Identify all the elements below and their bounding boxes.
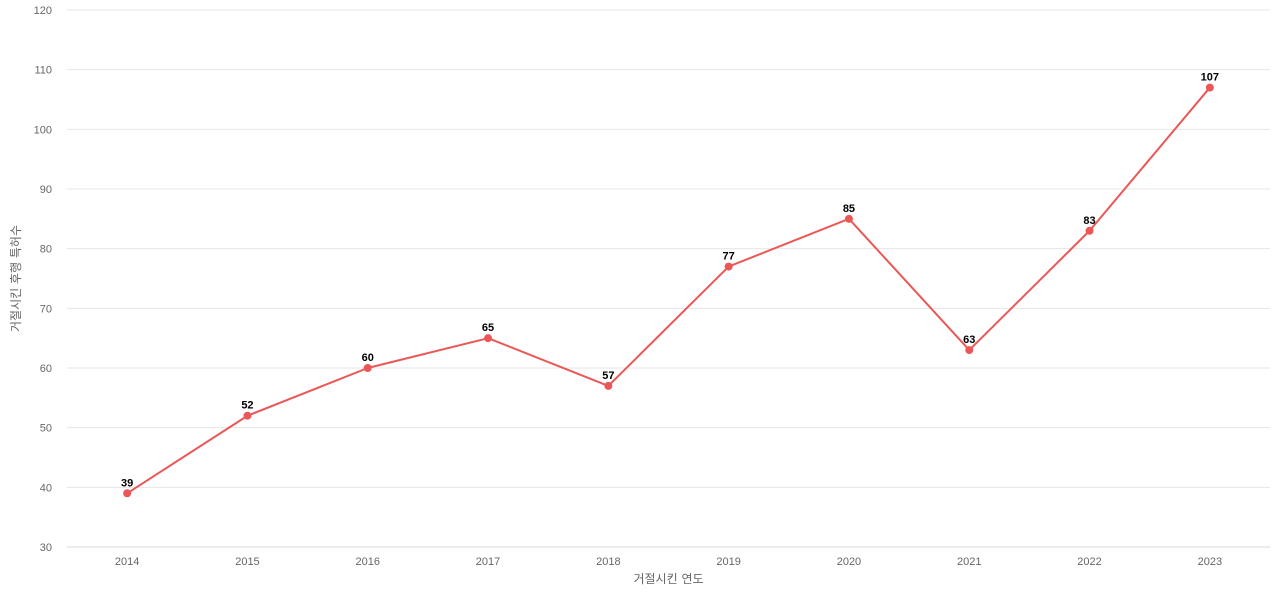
- y-tick-label: 70: [40, 303, 52, 315]
- x-tick-label: 2018: [596, 556, 620, 568]
- data-label: 60: [362, 352, 374, 364]
- data-label: 52: [241, 400, 253, 412]
- x-tick-label: 2017: [476, 556, 500, 568]
- y-tick-label: 30: [40, 542, 52, 554]
- y-tick-label: 110: [34, 65, 52, 77]
- x-tick-label: 2020: [837, 556, 861, 568]
- data-point[interactable]: [363, 364, 372, 372]
- data-point[interactable]: [844, 214, 853, 223]
- data-label: 83: [1083, 215, 1095, 227]
- series-line: [126, 86, 1211, 495]
- x-axis-title: 거절시킨 연도: [633, 572, 703, 586]
- data-label: 77: [723, 251, 735, 263]
- data-label: 63: [963, 334, 975, 346]
- data-point[interactable]: [243, 411, 252, 420]
- y-axis: 30 40 50 60 70 80 90 100 110 120: [34, 5, 52, 554]
- data-labels: 39 52 60 65 57 77 85 63 83 107: [121, 72, 1219, 490]
- data-point[interactable]: [123, 489, 132, 498]
- y-tick-label: 40: [40, 482, 52, 494]
- x-tick-label: 2014: [115, 556, 139, 568]
- data-point[interactable]: [1085, 226, 1094, 235]
- x-tick-label: 2019: [716, 556, 740, 568]
- data-point[interactable]: [604, 381, 613, 390]
- data-point[interactable]: [965, 346, 974, 355]
- data-label: 85: [843, 203, 855, 215]
- y-tick-label: 80: [40, 244, 52, 256]
- series: [123, 83, 1214, 498]
- x-tick-label: 2022: [1077, 556, 1101, 568]
- y-tick-label: 90: [40, 184, 52, 196]
- data-label: 57: [602, 370, 614, 382]
- data-label: 107: [1201, 72, 1219, 84]
- x-tick-label: 2015: [235, 556, 259, 568]
- x-tick-label: 2023: [1198, 556, 1222, 568]
- y-axis-title: 거절시킨 후행 특허수: [8, 225, 23, 332]
- x-tick-label: 2021: [957, 556, 981, 568]
- data-point[interactable]: [484, 334, 493, 343]
- data-label: 39: [121, 477, 133, 489]
- grid-lines: [67, 9, 1270, 548]
- y-tick-label: 120: [34, 5, 52, 17]
- x-tick-label: 2016: [356, 556, 380, 568]
- y-tick-label: 60: [40, 363, 52, 375]
- data-label: 65: [482, 322, 494, 334]
- x-axis: 2014 2015 2016 2017 2018 2019 2020 2021 2022 2023: [115, 556, 1222, 568]
- y-tick-label: 100: [34, 124, 52, 136]
- data-point[interactable]: [1205, 83, 1214, 92]
- data-point[interactable]: [724, 262, 733, 271]
- y-tick-label: 50: [40, 423, 52, 435]
